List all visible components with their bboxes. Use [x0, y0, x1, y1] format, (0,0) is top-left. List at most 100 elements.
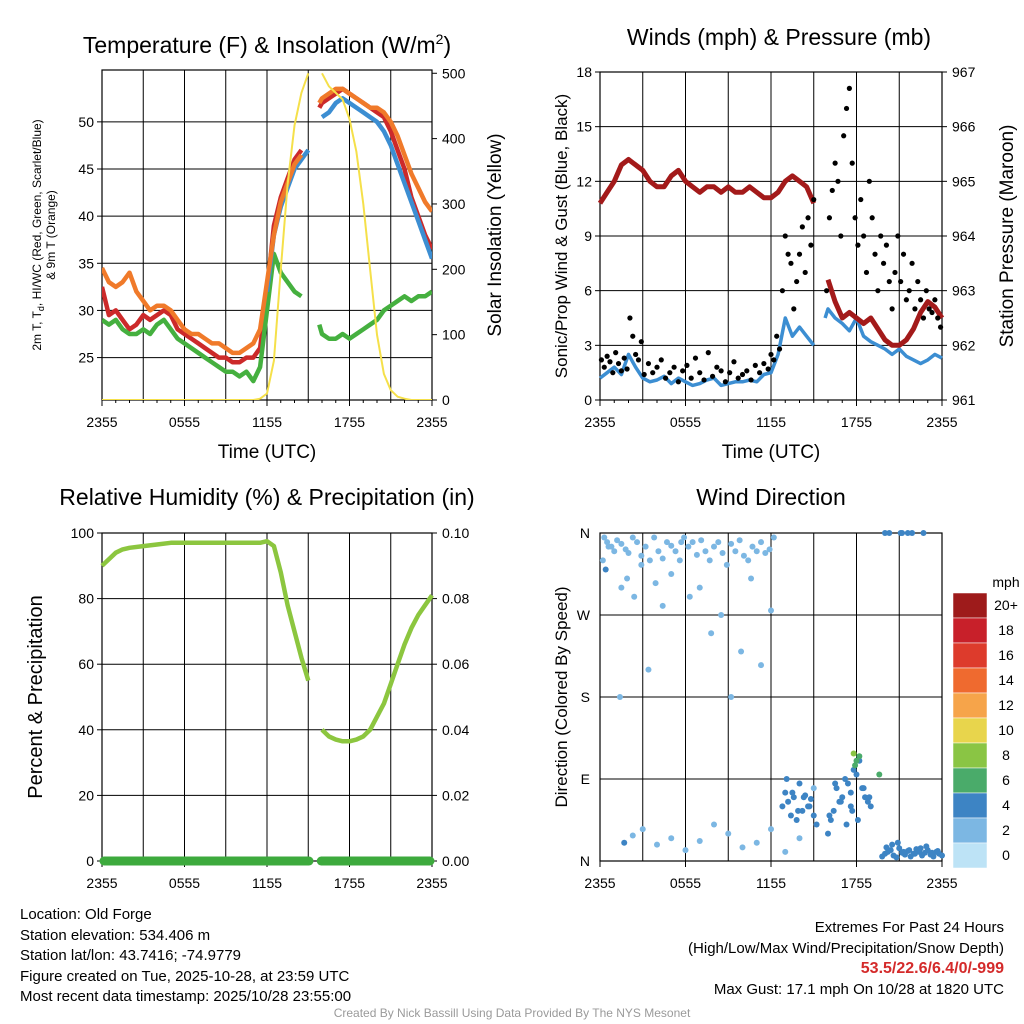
direction-point [807, 796, 814, 803]
legend-swatch [952, 742, 988, 769]
direction-point [886, 530, 893, 536]
gust-point [799, 224, 805, 230]
direction-point [844, 780, 851, 787]
y-tick-label: 40 [78, 208, 94, 224]
y-tick-label: 100 [71, 525, 95, 541]
y-tick-label: 0 [584, 392, 592, 408]
direction-point [629, 832, 636, 839]
direction-point [668, 571, 675, 577]
gust-point [838, 233, 844, 239]
gust-point [852, 215, 858, 221]
gust-point [607, 359, 613, 365]
gust-point [802, 269, 808, 276]
direction-point [849, 807, 856, 814]
y-tick-label: E [581, 771, 590, 787]
gust-point [709, 373, 716, 379]
legend-swatch [952, 767, 988, 794]
direction-point [696, 837, 703, 844]
direction-point [830, 807, 837, 814]
direction-point [904, 530, 911, 536]
direction-point [837, 798, 844, 805]
y-tick-label: 3 [584, 337, 592, 353]
direction-point [833, 785, 840, 792]
direction-point [672, 548, 679, 555]
legend-label: 12 [998, 697, 1014, 713]
gust-point [638, 339, 644, 345]
direction-point [651, 534, 658, 541]
gust-point [920, 315, 927, 321]
direction-point [787, 812, 794, 819]
gust-point [633, 351, 639, 358]
series-line-9m-t [102, 86, 432, 356]
gust-point [776, 346, 783, 352]
y-tick-label: 25 [78, 350, 94, 366]
direction-point [693, 551, 700, 558]
y2-tick-label: 300 [442, 196, 466, 212]
gust-point [774, 333, 780, 339]
direction-point [723, 561, 730, 568]
direction-point [668, 835, 675, 842]
legend-swatch [952, 617, 988, 644]
direction-point [867, 803, 874, 810]
direction-point [682, 847, 689, 854]
x-tick-label: 2355 [86, 414, 117, 430]
gust-point [601, 364, 607, 370]
direction-point [634, 539, 641, 546]
direction-point [860, 785, 867, 792]
x-tick-label: 2355 [416, 875, 447, 891]
direction-point [923, 843, 930, 850]
plot-frame [101, 69, 433, 401]
gust-point [805, 215, 811, 221]
y-tick-label: 80 [78, 591, 94, 607]
legend-swatch [952, 692, 988, 719]
gust-point [705, 350, 711, 356]
gust-point [671, 364, 677, 370]
legend-swatch [952, 592, 988, 619]
gust-point [855, 242, 861, 248]
gust-point [645, 360, 652, 367]
gust-point [627, 315, 633, 321]
direction-point [917, 845, 924, 852]
direction-point [889, 841, 896, 848]
y-axis-label: Direction (Colored By Speed) [552, 586, 571, 807]
direction-point [887, 847, 894, 854]
x-tick-label: 1755 [334, 414, 365, 430]
gust-point [906, 288, 912, 294]
direction-point [825, 830, 831, 837]
direction-point [839, 794, 846, 801]
direction-point [768, 826, 774, 833]
direction-point [850, 766, 857, 773]
gust-point [935, 315, 941, 321]
y2-tick-label: 0.06 [442, 656, 469, 672]
x-tick-label: 0555 [169, 414, 200, 430]
y-tick-label: 0 [86, 853, 94, 869]
gust-point [744, 368, 750, 374]
gust-point [662, 375, 669, 381]
x-tick-label: 1155 [756, 875, 786, 891]
direction-point [827, 817, 834, 823]
series-line-dewpoint [102, 251, 432, 384]
direction-point [795, 807, 802, 814]
x-tick-label: 1155 [252, 875, 282, 891]
y-tick-label: 45 [78, 161, 94, 177]
credit-text: Created By Nick Bassill Using Data Provi… [333, 1006, 691, 1020]
latlon-text: Station lat/lon: 43.7416; -74.9779 [20, 947, 242, 964]
direction-point [854, 817, 861, 823]
plot-frame [599, 71, 943, 401]
chart-title: Winds (mph) & Pressure (mb) [627, 24, 931, 50]
series-line-rh [100, 538, 434, 744]
direction-point [711, 543, 717, 550]
y-tick-label: 50 [78, 114, 94, 130]
gust-point [785, 251, 791, 257]
direction-point [698, 537, 705, 544]
gust-point [875, 288, 881, 294]
gust-point [926, 306, 932, 312]
direction-point [826, 812, 833, 819]
gust-point [900, 251, 907, 257]
station-info: Location: Old Forge Station elevation: 5… [20, 905, 351, 1008]
direction-point [853, 771, 860, 778]
direction-point [689, 539, 696, 546]
direction-point [624, 575, 631, 582]
direction-point [783, 776, 790, 782]
direction-point [864, 798, 871, 805]
